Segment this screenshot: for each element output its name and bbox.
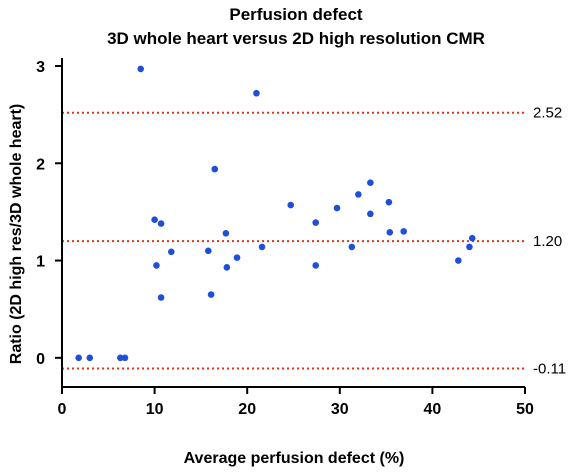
data-point-17 xyxy=(258,243,266,251)
data-point-19 xyxy=(312,219,320,226)
data-point-14 xyxy=(223,264,231,271)
data-point-15 xyxy=(233,254,241,261)
axes: 0 10 20 30 40 50 0 1 2 3 xyxy=(36,58,534,418)
data-point-7 xyxy=(157,220,165,227)
y-tick-label-0: 0 xyxy=(36,351,45,368)
data-point-18 xyxy=(287,201,295,209)
y-tick-label-1: 1 xyxy=(36,254,45,271)
data-point-25 xyxy=(367,210,374,218)
chart-subtitle: 3D whole heart versus 2D high resolution… xyxy=(107,29,485,48)
y-tick-label-3: 3 xyxy=(36,59,45,76)
data-point-28 xyxy=(400,228,407,235)
y-axis-label: Ratio (2D high res/3D whole heart) xyxy=(8,104,25,364)
data-point-30 xyxy=(466,243,473,251)
x-tick-label-4: 40 xyxy=(424,401,442,418)
data-point-24 xyxy=(367,179,374,187)
x-tick-label-2: 20 xyxy=(238,401,256,418)
data-point-16 xyxy=(253,89,260,97)
data-points xyxy=(75,65,476,362)
reference-label-0: 2.52 xyxy=(533,105,562,122)
reference-label-2: -0.11 xyxy=(533,361,566,378)
data-point-20 xyxy=(312,262,320,269)
x-tick-label-1: 10 xyxy=(146,401,164,418)
data-point-10 xyxy=(205,247,212,255)
data-point-22 xyxy=(348,243,356,251)
data-point-4 xyxy=(137,65,145,73)
data-point-9 xyxy=(167,248,175,256)
x-tick-label-5: 50 xyxy=(516,401,534,418)
x-axis-label: Average perfusion defect (%) xyxy=(184,450,405,467)
data-point-13 xyxy=(222,230,230,237)
reference-lines: 2.52 1.20 -0.11 xyxy=(62,105,566,378)
data-point-29 xyxy=(455,257,462,264)
data-point-12 xyxy=(211,165,219,173)
data-point-27 xyxy=(386,229,394,236)
data-point-1 xyxy=(86,354,94,362)
x-tick-label-3: 30 xyxy=(331,401,349,418)
data-point-26 xyxy=(385,198,393,206)
data-point-2 xyxy=(117,354,124,362)
x-tick-label-0: 0 xyxy=(58,401,67,418)
data-point-5 xyxy=(151,216,158,223)
chart-title: Perfusion defect xyxy=(229,5,363,24)
data-point-8 xyxy=(157,294,165,301)
data-point-6 xyxy=(153,262,160,269)
reference-label-1: 1.20 xyxy=(533,233,562,250)
data-point-0 xyxy=(75,354,82,362)
data-point-11 xyxy=(207,291,215,298)
y-tick-label-2: 2 xyxy=(36,156,45,173)
data-point-31 xyxy=(468,234,476,242)
data-point-3 xyxy=(121,354,129,362)
data-point-21 xyxy=(333,204,341,212)
data-point-23 xyxy=(355,191,362,198)
